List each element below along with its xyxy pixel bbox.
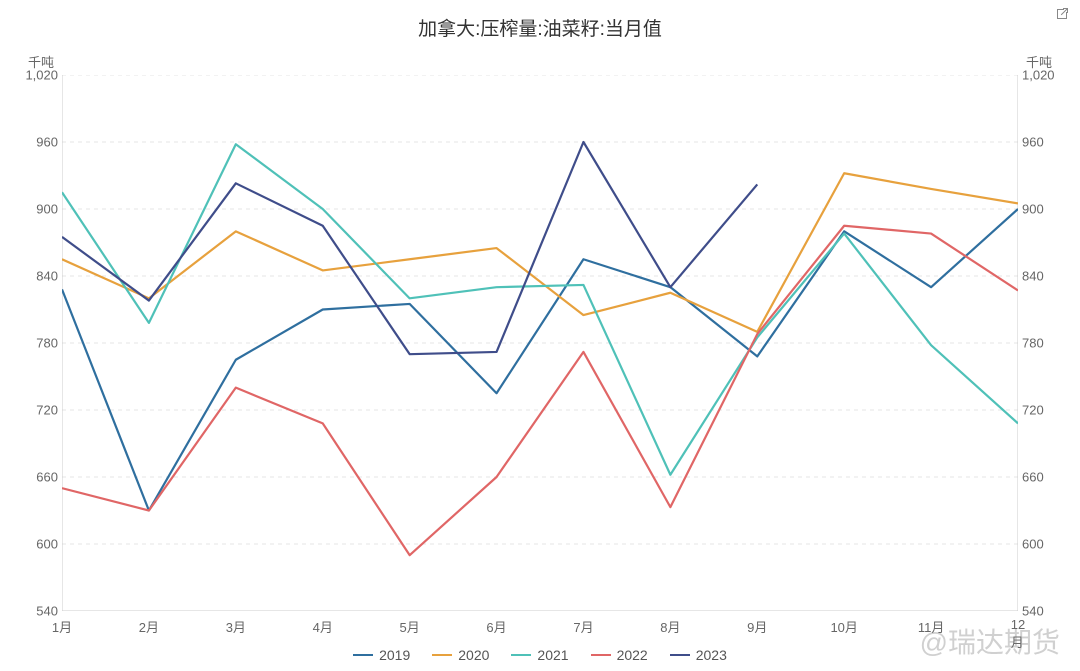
legend-item[interactable]: 2019 [353,647,410,663]
y-tick-label: 780 [1022,336,1072,351]
y-tick-label: 720 [8,403,58,418]
legend-item[interactable]: 2023 [670,647,727,663]
y-tick-label: 900 [8,202,58,217]
x-tick-label: 9月 [747,617,767,636]
legend-label: 2020 [458,647,489,663]
y-tick-label: 600 [8,537,58,552]
legend-swatch [670,654,690,657]
x-tick-label: 7月 [573,617,593,636]
x-axis-labels: 1月2月3月4月5月6月7月8月9月10月11月12月 [62,617,1018,637]
x-tick-label: 1月 [52,617,72,636]
plot-area [62,75,1018,611]
y-tick-label: 780 [8,336,58,351]
x-tick-label: 12月 [1011,617,1025,651]
y-tick-label: 960 [1022,135,1072,150]
y-tick-label: 960 [8,135,58,150]
legend-item[interactable]: 2020 [432,647,489,663]
series-line [62,144,1018,475]
legend-swatch [591,654,611,657]
legend-item[interactable]: 2021 [511,647,568,663]
y-tick-label: 540 [8,604,58,619]
y-tick-label: 1,020 [1022,68,1072,83]
y-tick-label: 600 [1022,537,1072,552]
chart-container: 加拿大:压榨量:油菜籽:当月值 千吨 千吨 540600660720780840… [0,0,1080,671]
legend-swatch [432,654,452,657]
legend-swatch [353,654,373,657]
x-tick-label: 3月 [226,617,246,636]
legend-label: 2021 [537,647,568,663]
series-line [62,226,1018,555]
x-tick-label: 11月 [918,617,945,636]
y-ticks-left: 5406006607207808409009601,020 [8,75,58,611]
y-tick-label: 720 [1022,403,1072,418]
legend-label: 2019 [379,647,410,663]
y-tick-label: 660 [1022,470,1072,485]
chart-svg [62,75,1018,611]
y-tick-label: 660 [8,470,58,485]
y-ticks-right: 5406006607207808409009601,020 [1022,75,1072,611]
x-tick-label: 4月 [313,617,333,636]
x-tick-label: 2月 [139,617,159,636]
y-tick-label: 840 [1022,269,1072,284]
x-tick-label: 6月 [486,617,506,636]
legend-item[interactable]: 2022 [591,647,648,663]
legend-swatch [511,654,531,657]
legend: 2019 2020 2021 2022 2023 [0,647,1080,663]
y-tick-label: 900 [1022,202,1072,217]
export-icon[interactable] [1054,6,1070,22]
x-tick-label: 10月 [830,617,857,636]
chart-title: 加拿大:压榨量:油菜籽:当月值 [0,0,1080,41]
y-tick-label: 540 [1022,604,1072,619]
x-tick-label: 8月 [660,617,680,636]
series-line [62,173,1018,332]
x-tick-label: 5月 [400,617,420,636]
series-line [62,142,757,354]
y-tick-label: 840 [8,269,58,284]
legend-label: 2023 [696,647,727,663]
legend-label: 2022 [617,647,648,663]
y-tick-label: 1,020 [8,68,58,83]
